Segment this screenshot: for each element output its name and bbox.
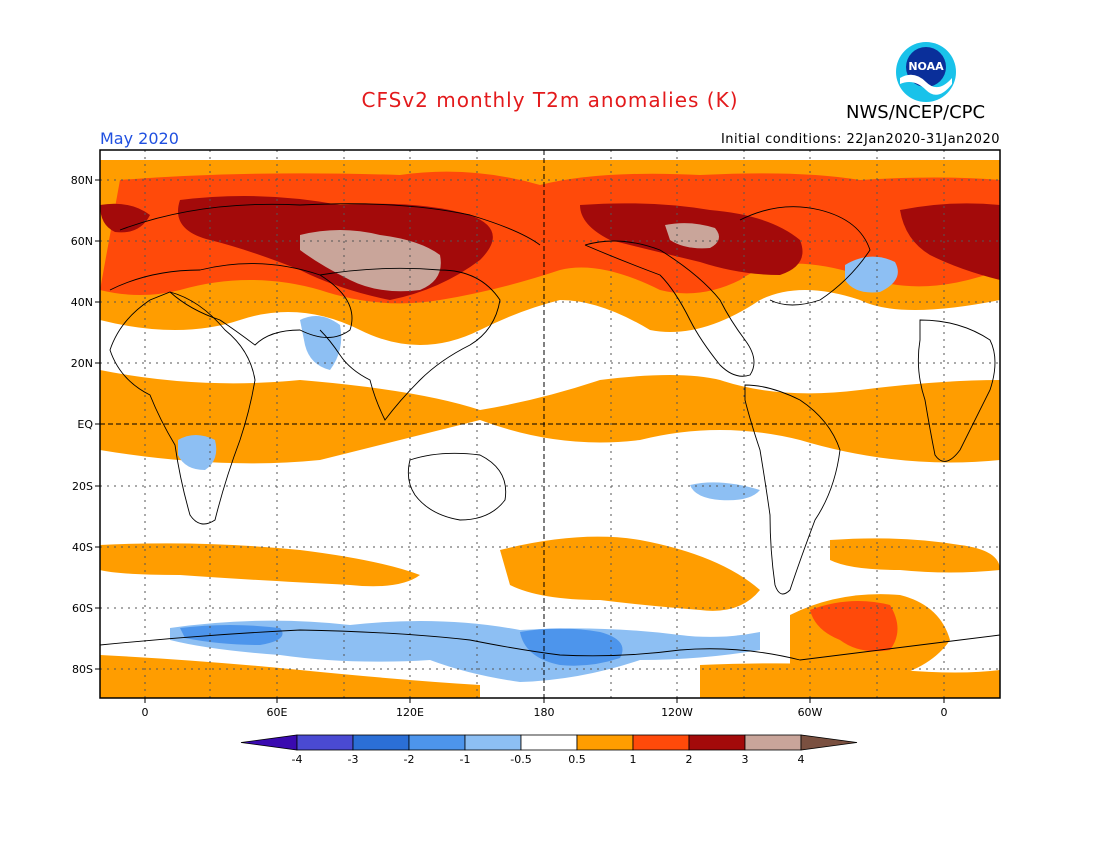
coastlines: [99, 203, 1001, 661]
colorbar-segment: [464, 734, 522, 751]
lat-label: 20N: [71, 357, 93, 370]
forecast-month: May 2020: [100, 129, 179, 148]
lat-label: EQ: [77, 418, 93, 431]
lon-label: 120W: [661, 706, 693, 719]
colorbar-tick-label: -1: [460, 753, 471, 766]
latitude-axis: 80N 60N 40N 20N EQ 20S 40S 60S 80S: [71, 174, 94, 676]
latitude-ticks: [95, 179, 100, 670]
colorbar: -4 -3 -2 -1 -0.5 0.5 1 2 3 4: [240, 734, 858, 766]
colorbar-segment: [688, 734, 746, 751]
lon-label: 60E: [267, 706, 288, 719]
colorbar-segment: [744, 734, 802, 751]
lat-label: 40N: [71, 296, 93, 309]
lon-label: 120E: [396, 706, 424, 719]
colorbar-tick-label: 1: [630, 753, 637, 766]
colorbar-tick-label: 3: [742, 753, 749, 766]
lon-label: 180: [534, 706, 555, 719]
colorbar-low-extension: [240, 734, 298, 751]
colorbar-tick-label: 0.5: [568, 753, 586, 766]
lat-label: 80N: [71, 174, 93, 187]
noaa-logo: NOAA: [894, 40, 958, 104]
colorbar-tick-label: -3: [348, 753, 359, 766]
equator-dateline: [100, 150, 1000, 698]
colorbar-segment: [352, 734, 410, 751]
lat-label: 60N: [71, 235, 93, 248]
lat-label: 20S: [72, 480, 93, 493]
colorbar-tick-label: -0.5: [510, 753, 531, 766]
colorbar-segment: [296, 734, 354, 751]
colorbar-segment: [408, 734, 466, 751]
lat-label: 80S: [72, 663, 93, 676]
colorbar-tick-label: 2: [686, 753, 693, 766]
initial-conditions: Initial conditions: 22Jan2020-31Jan2020: [720, 132, 1000, 147]
lon-label: 0: [142, 706, 149, 719]
colorbar-segment: [520, 734, 578, 751]
chart-title: CFSv2 monthly T2m anomalies (K): [361, 88, 739, 112]
longitude-axis: 0 60E 120E 180 120W 60W 0: [142, 706, 948, 719]
agency-label: NWS/NCEP/CPC: [846, 102, 986, 123]
colorbar-tick-label: -4: [292, 753, 303, 766]
colorbar-segment: [576, 734, 634, 751]
noaa-logo-text: NOAA: [908, 60, 944, 73]
longitude-ticks: [144, 698, 945, 703]
colorbar-tick-label: -2: [404, 753, 415, 766]
lon-label: 60W: [798, 706, 823, 719]
lat-label: 60S: [72, 602, 93, 615]
colorbar-segment: [632, 734, 690, 751]
lat-label: 40S: [72, 541, 93, 554]
colorbar-tick-label: 4: [798, 753, 805, 766]
lon-label: 0: [941, 706, 948, 719]
colorbar-high-extension: [800, 734, 858, 751]
